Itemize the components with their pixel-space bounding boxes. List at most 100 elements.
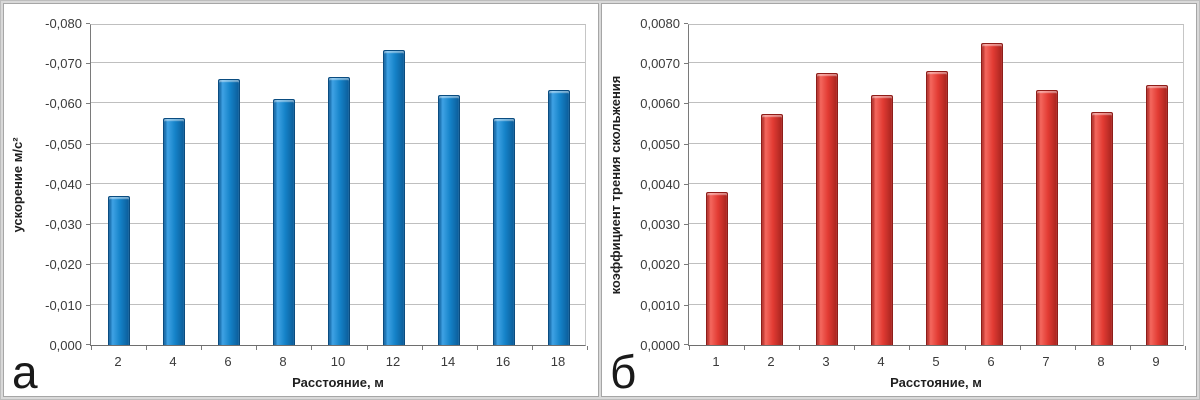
bar <box>383 50 405 345</box>
y-axis-tick-label: -0,080 <box>45 16 82 31</box>
y-axis-tick-label: 0,0000 <box>640 338 680 353</box>
x-axis-tick <box>854 346 855 350</box>
plot-area <box>86 23 588 350</box>
x-axis-tick <box>1185 346 1186 350</box>
x-axis-tick-label: 7 <box>1042 354 1050 369</box>
y-axis-tick-label: 0,0050 <box>640 137 680 152</box>
bar <box>328 77 350 345</box>
x-axis-title: Расстояние, м <box>890 375 982 390</box>
bar <box>816 73 838 345</box>
x-axis-tick <box>744 346 745 350</box>
y-axis-tick <box>684 23 688 24</box>
x-axis-tick <box>422 346 423 350</box>
x-axis-tick-label: 6 <box>987 354 995 369</box>
x-axis-tick <box>909 346 910 350</box>
y-axis-tick-label: 0,0030 <box>640 217 680 232</box>
y-axis-tick <box>684 184 688 185</box>
x-axis-tick-label: 14 <box>440 354 456 369</box>
bar <box>438 95 460 345</box>
y-axis-tick <box>684 305 688 306</box>
bar <box>1036 90 1058 345</box>
x-axis-tick-label: 6 <box>224 354 232 369</box>
x-axis-tick <box>256 346 257 350</box>
bar <box>981 43 1003 345</box>
y-axis-tick-label: -0,030 <box>45 217 82 232</box>
y-axis-tick <box>684 264 688 265</box>
bar <box>548 90 570 345</box>
x-axis-tick-label: 3 <box>822 354 830 369</box>
x-axis-tick <box>532 346 533 350</box>
y-axis-tick <box>86 305 90 306</box>
y-axis-tick-label: 0,0070 <box>640 56 680 71</box>
x-axis-tick <box>1075 346 1076 350</box>
x-axis-tick <box>1020 346 1021 350</box>
y-axis-tick <box>86 63 90 64</box>
y-axis-tick <box>684 224 688 225</box>
bar <box>1146 85 1168 345</box>
bar <box>273 99 295 345</box>
y-axis-tick <box>86 184 90 185</box>
y-axis-tick <box>86 144 90 145</box>
x-axis-tick <box>965 346 966 350</box>
bar <box>493 118 515 345</box>
y-axis-tick-label: 0,0010 <box>640 298 680 313</box>
x-axis-tick <box>201 346 202 350</box>
y-axis-tick-label: 0,000 <box>49 338 82 353</box>
y-axis-tick-label: -0,060 <box>45 96 82 111</box>
bar <box>218 79 240 345</box>
x-axis-tick <box>146 346 147 350</box>
plot-area <box>684 23 1186 350</box>
x-axis-tick <box>311 346 312 350</box>
x-axis-tick-label: 1 <box>712 354 720 369</box>
panel-label: а <box>12 346 38 397</box>
y-axis-tick-label: -0,050 <box>45 137 82 152</box>
y-axis-tick <box>684 63 688 64</box>
bar <box>706 192 728 345</box>
bar <box>871 95 893 345</box>
y-axis-tick-label: 0,0060 <box>640 96 680 111</box>
y-axis-tick <box>86 224 90 225</box>
x-axis-tick-label: 16 <box>495 354 511 369</box>
y-axis-tick-label: 0,0020 <box>640 257 680 272</box>
y-axis-tick-label: -0,070 <box>45 56 82 71</box>
x-axis-tick <box>477 346 478 350</box>
x-axis-tick-label: 4 <box>877 354 885 369</box>
x-axis-tick <box>367 346 368 350</box>
bar <box>1091 112 1113 345</box>
panel-label: б <box>610 346 637 397</box>
x-axis-tick <box>1130 346 1131 350</box>
y-axis-tick-label: -0,040 <box>45 177 82 192</box>
bar <box>163 118 185 345</box>
bar <box>761 114 783 345</box>
y-axis-tick-label: 0,0040 <box>640 177 680 192</box>
x-axis-tick <box>587 346 588 350</box>
x-axis-tick-label: 8 <box>1097 354 1105 369</box>
y-axis-tick <box>86 344 90 345</box>
x-axis-tick <box>799 346 800 350</box>
gridline <box>91 62 585 63</box>
x-axis-tick-label: 5 <box>932 354 940 369</box>
y-axis-tick-label: -0,020 <box>45 257 82 272</box>
x-axis-tick-label: 2 <box>767 354 775 369</box>
x-axis-tick-label: 9 <box>1152 354 1160 369</box>
y-axis-tick <box>86 23 90 24</box>
x-axis-title: Расстояние, м <box>292 375 384 390</box>
x-axis-tick-label: 8 <box>279 354 287 369</box>
x-axis-tick-label: 12 <box>385 354 401 369</box>
acceleration-chart-panel: ускорение м/с² Расстояние, м а 0,000 -0,0… <box>3 3 599 397</box>
y-axis-tick <box>684 144 688 145</box>
y-axis-tick <box>684 103 688 104</box>
x-axis-tick-label: 10 <box>330 354 346 369</box>
x-axis-tick-label: 18 <box>550 354 566 369</box>
gridline <box>689 62 1183 63</box>
y-axis-tick-label: 0,0080 <box>640 16 680 31</box>
y-axis-tick <box>86 264 90 265</box>
y-axis-tick <box>86 103 90 104</box>
y-axis-tick-label: -0,010 <box>45 298 82 313</box>
x-axis-tick-label: 2 <box>114 354 122 369</box>
bar <box>108 196 130 345</box>
friction-chart-panel: коэффициент трения скольжения Расстояние… <box>601 3 1197 397</box>
bar <box>926 71 948 345</box>
x-axis-tick-label: 4 <box>169 354 177 369</box>
